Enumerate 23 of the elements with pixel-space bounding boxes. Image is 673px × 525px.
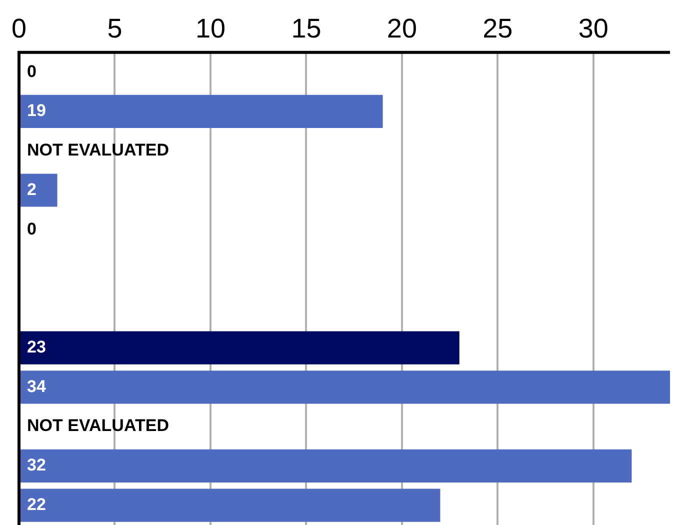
x-tick-label: 25: [482, 14, 513, 44]
data-label: 0: [27, 219, 36, 238]
x-tick-label: 0: [11, 14, 27, 44]
bar: [20, 488, 440, 522]
bar: [20, 94, 383, 128]
x-tick-label: 5: [107, 14, 122, 44]
data-label: 23: [27, 337, 46, 356]
x-tick-label: 30: [578, 14, 608, 44]
text: NOT EVALUATED: [27, 416, 169, 436]
x-tick-label: 15: [291, 14, 322, 44]
data-label: 34: [27, 376, 46, 396]
bar: [20, 331, 460, 364]
x-tick-label: 10: [195, 14, 226, 44]
bar: [20, 174, 58, 207]
data-label: 22: [27, 494, 46, 514]
data-label: 0: [27, 62, 36, 81]
data-label: 19: [27, 101, 46, 120]
text: NOT EVALUATED: [27, 140, 169, 160]
bar: [20, 370, 670, 404]
data-label: 32: [27, 456, 46, 475]
data-label: 2: [27, 180, 36, 199]
x-tick-label: 20: [386, 14, 417, 44]
bar: [20, 449, 632, 482]
